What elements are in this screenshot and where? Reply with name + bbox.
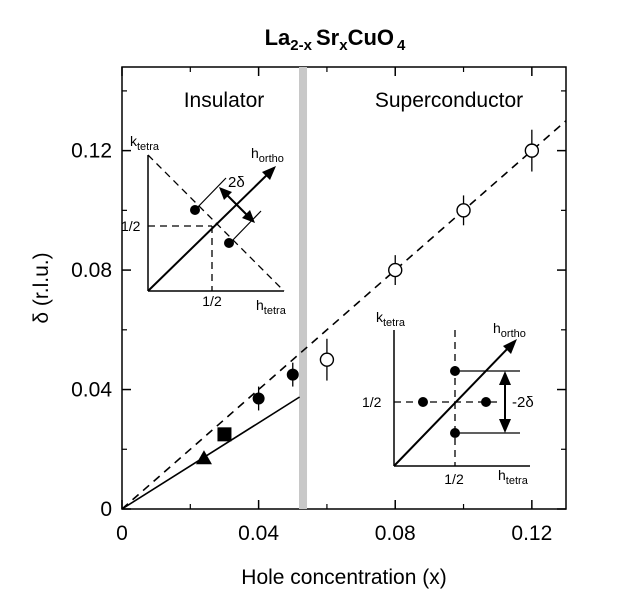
data-point-open-circle [388, 262, 403, 278]
inset2-peak [481, 397, 491, 407]
inset1-h-ortho-arrowhead [262, 166, 276, 180]
inset2-delta-arrowhead-bottom [499, 419, 511, 433]
inset2-delta-arrowhead-top [499, 371, 511, 385]
data-point-filled-circle [252, 392, 265, 405]
data-point-open-circle [456, 203, 471, 218]
inset1-k-label: ktetra [130, 133, 160, 153]
x-tick-label: 0 [116, 522, 128, 545]
inset1-antidiagonal [147, 154, 285, 292]
inset2-delta-label: -2δ [512, 394, 534, 411]
x-tick-label: 0.12 [511, 522, 552, 545]
x-tick-label: 0.04 [238, 522, 279, 545]
x-tick-label: 0.08 [375, 522, 416, 545]
inset2-k-label: ktetra [376, 309, 406, 329]
inset1-peak [224, 238, 234, 248]
inset1-h-ortho-arrow [147, 169, 273, 292]
x-axis-label: Hole concentration (x) [241, 566, 446, 589]
region-label-superconductor: Superconductor [375, 89, 523, 112]
inset1-h-label: htetra [256, 297, 287, 317]
insulator-superconductor-boundary [299, 67, 308, 509]
inset2-h-ortho-arrow [393, 343, 513, 467]
inset1-delta-arrowhead-bottom [242, 210, 255, 223]
region-label-insulator: Insulator [184, 89, 265, 112]
inset2-peak [450, 428, 460, 438]
inset1-ortho-label: hortho [251, 145, 284, 165]
data-points [195, 129, 540, 465]
inset1-delta-label: 2δ [228, 174, 245, 191]
inset2-peak [450, 366, 460, 376]
inset-insulator-diagram: ktetra htetra hortho 1/2 1/2 2δ [121, 133, 287, 317]
inset1-half-y-label: 1/2 [121, 218, 141, 234]
data-point-triangle [195, 450, 212, 465]
inset2-peak [418, 397, 428, 407]
y-tick-label: 0 [100, 498, 112, 521]
y-tick-label: 0.08 [71, 259, 112, 282]
inset1-half-x-label: 1/2 [202, 293, 222, 309]
inset1-delta-guide-left [193, 177, 227, 212]
inset2-ortho-label: hortho [493, 320, 526, 340]
y-tick-label: 0.04 [71, 379, 112, 402]
y-axis-label: δ (r.l.u.) [30, 252, 53, 323]
plot-frame [121, 66, 567, 510]
data-point-square [217, 427, 232, 442]
inset1-delta-guide-right [228, 210, 262, 245]
data-point-open-circle [524, 143, 540, 158]
inset1-delta-arrowhead-top [219, 187, 232, 200]
data-point-filled-circle [286, 368, 299, 381]
chart-title: La2-x SrxCuO 4 [265, 25, 406, 54]
axis-ticks: 0 0.04 0.08 0.12 0 0.04 0.08 0.12 [71, 67, 566, 545]
inset1-peak [190, 205, 200, 215]
data-point-open-circle [319, 352, 335, 367]
inset2-h-label: htetra [498, 467, 529, 487]
dashed-fit-line [121, 120, 567, 510]
inset2-h-ortho-arrowhead [503, 339, 517, 354]
fit-lines [121, 120, 567, 510]
inset-superconductor-diagram: ktetra htetra hortho 1/2 1/2 -2δ [362, 309, 534, 487]
inset2-half-x-label: 1/2 [444, 471, 464, 487]
solid-fit-line [121, 396, 301, 510]
inset2-half-y-label: 1/2 [362, 394, 382, 410]
y-tick-label: 0.12 [71, 140, 112, 163]
